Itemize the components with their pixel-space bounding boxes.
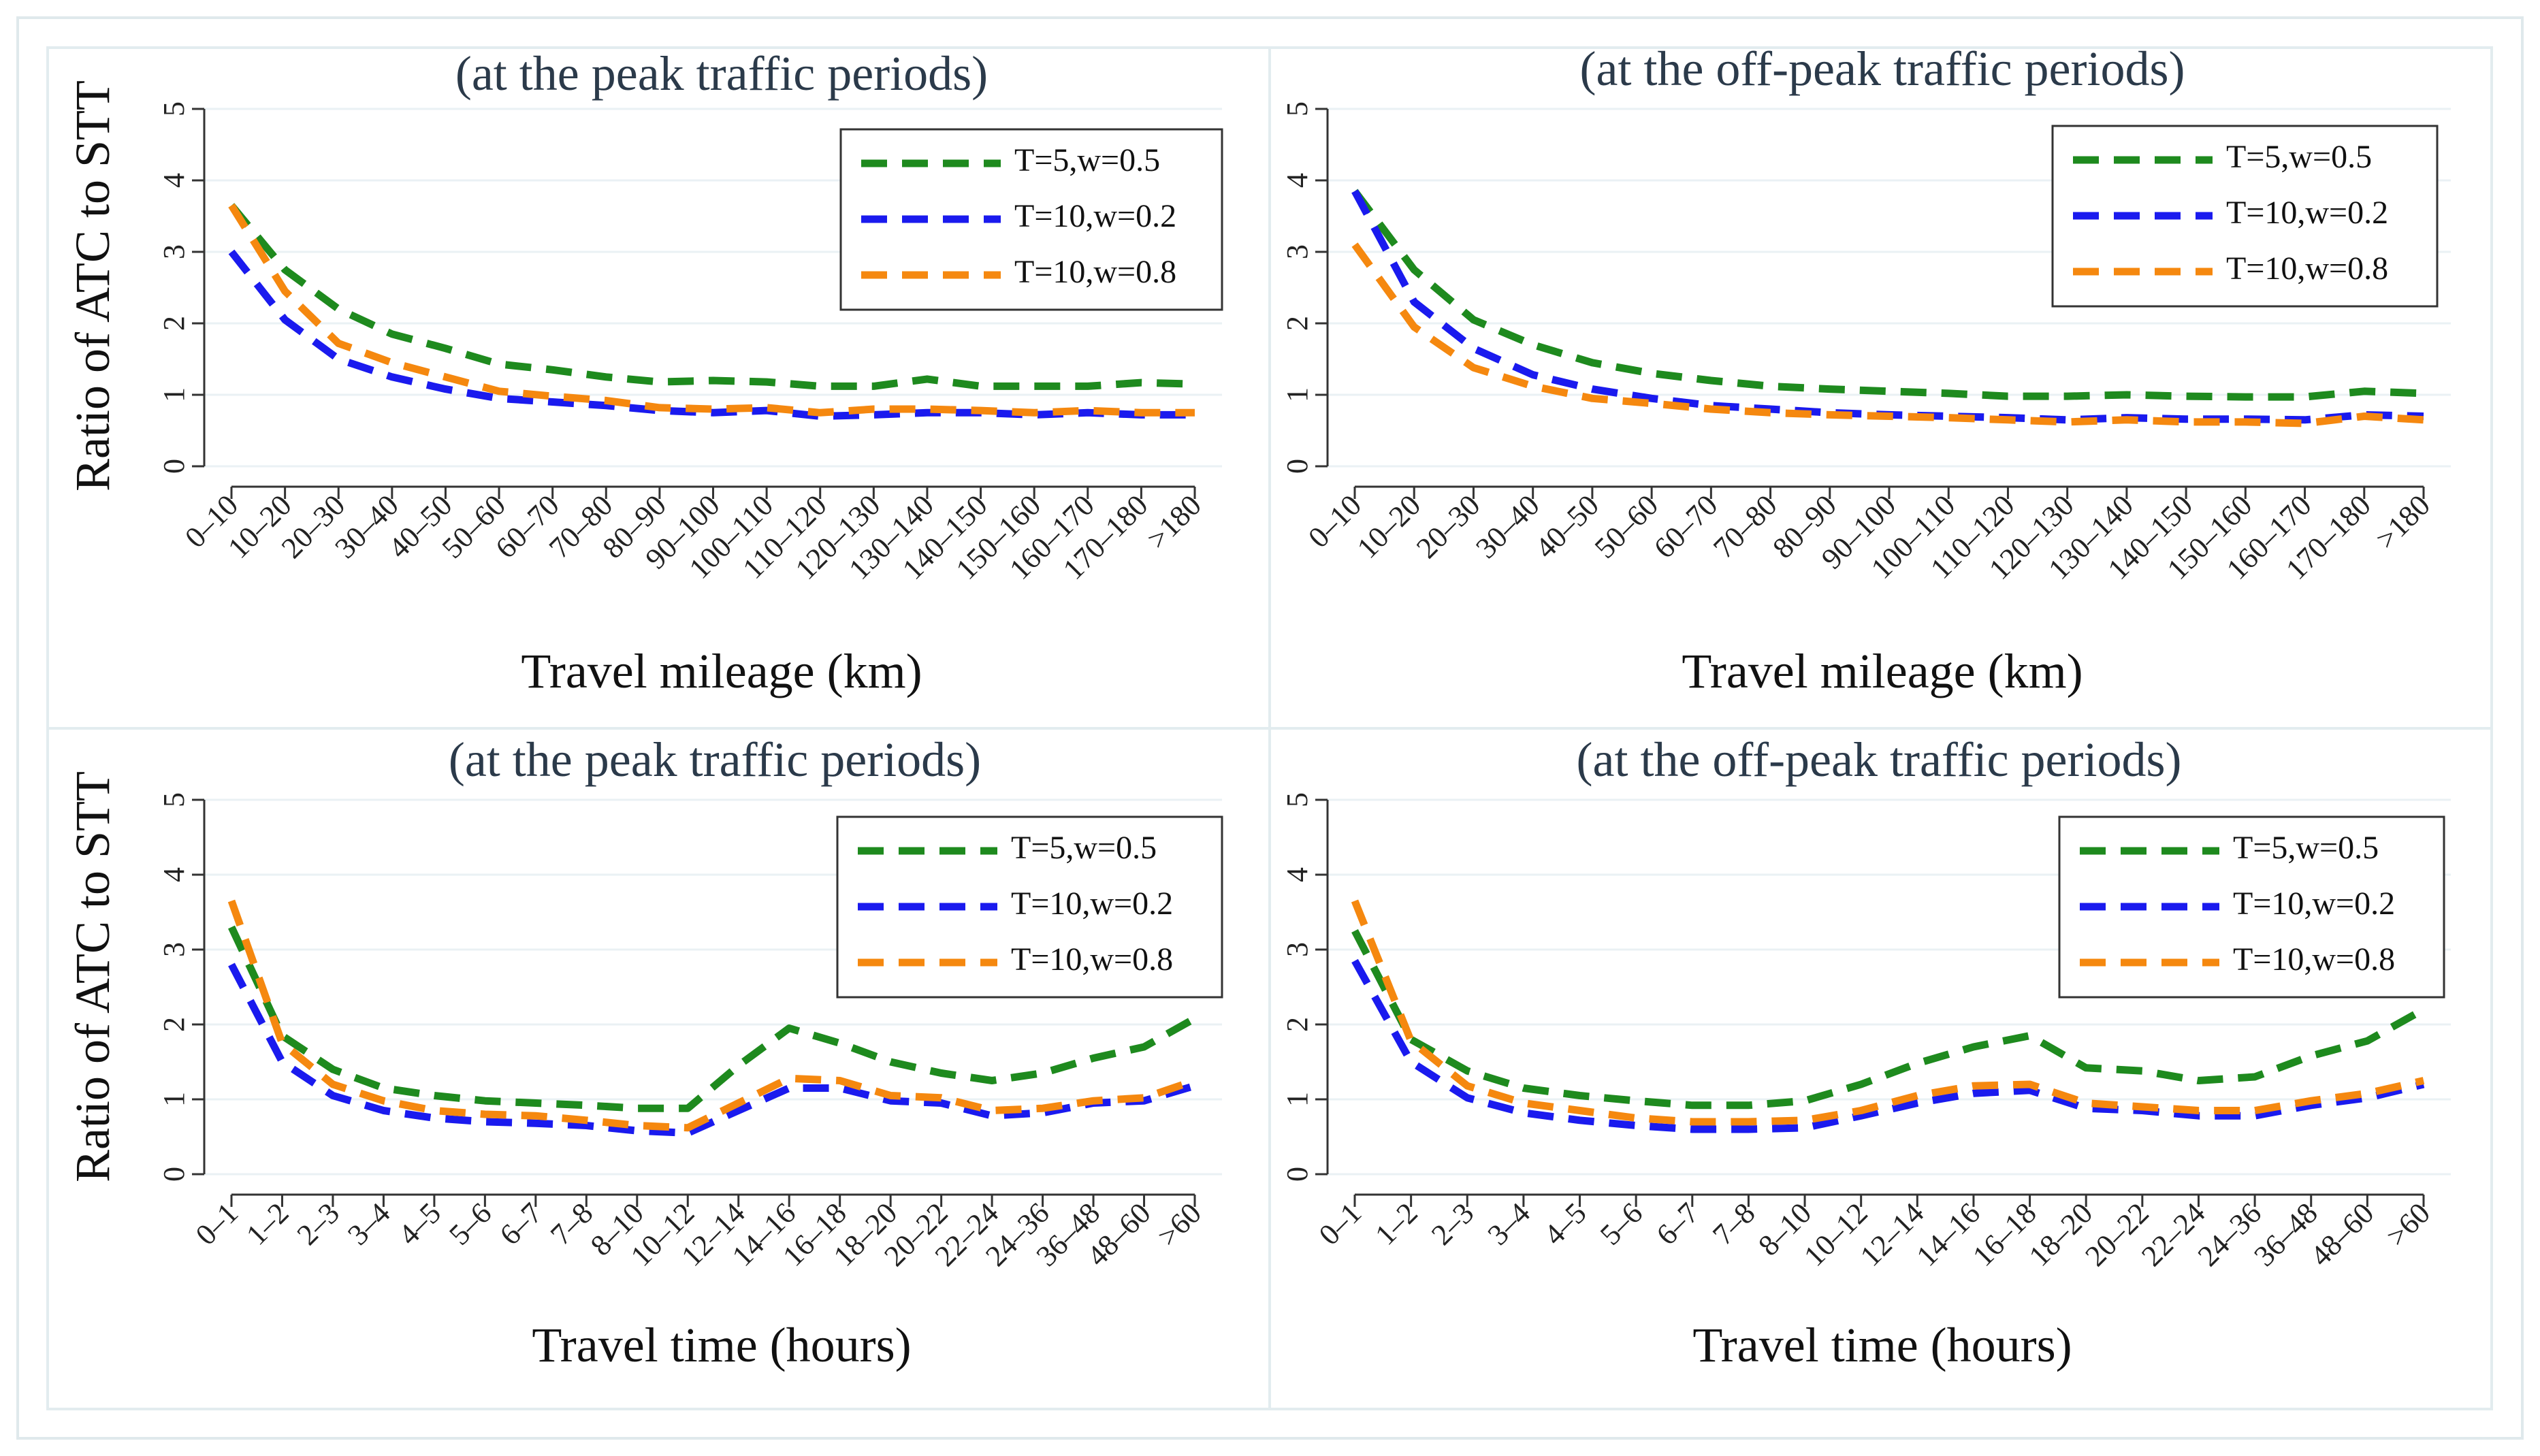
y-tick-label: 4 (1281, 867, 1314, 882)
legend: T=5,w=0.5 T=10,w=0.2 T=10,w=0.8 (2058, 815, 2445, 999)
legend: T=5,w=0.5 T=10,w=0.2 T=10,w=0.8 (2051, 125, 2439, 308)
legend-label-1: T=5,w=0.5 (2233, 830, 2379, 866)
legend-label-2: T=10,w=0.2 (1011, 886, 1173, 922)
series-line-1 (1351, 928, 2426, 1110)
series-line-1 (228, 925, 1197, 1112)
legend-label-1: T=5,w=0.5 (2226, 139, 2372, 175)
legend-label-3: T=10,w=0.8 (1014, 254, 1176, 290)
series-line-2 (1351, 958, 2425, 1133)
y-tick-label: 1 (157, 1092, 191, 1107)
panels: 0123450–1010–2020–3030–4040–5050–6060–70… (46, 42, 2493, 1410)
y-tick-label: 2 (157, 316, 191, 331)
chart-title: (at the off-peak traffic periods) (1577, 732, 2182, 787)
x-axis-title: Travel time (hours) (532, 1318, 911, 1372)
y-tick-label: 3 (157, 942, 191, 957)
y-tick-label: 3 (1281, 244, 1314, 259)
y-tick-label: 5 (157, 792, 191, 807)
y-tick-label: 0 (1281, 459, 1314, 474)
legend-label-3: T=10,w=0.8 (2226, 250, 2388, 287)
y-tick-label: 4 (157, 867, 191, 882)
series-line-1 (228, 203, 1195, 390)
y-tick-label: 1 (1281, 387, 1314, 402)
legend-label-2: T=10,w=0.2 (1014, 198, 1176, 234)
legend-label-1: T=5,w=0.5 (1011, 830, 1157, 866)
x-axis-title: Travel mileage (km) (521, 644, 922, 698)
series-line-1 (1351, 189, 2424, 401)
legend-label-1: T=5,w=0.5 (1014, 142, 1160, 178)
y-tick-label: 4 (1281, 173, 1314, 188)
chart-title: (at the peak traffic periods) (455, 46, 988, 101)
legend-label-3: T=10,w=0.8 (1011, 941, 1173, 977)
chart-title: (at the off-peak traffic periods) (1580, 42, 2185, 96)
y-tick-label: 2 (157, 1017, 191, 1032)
series-line-3 (228, 203, 1195, 417)
series-line-2 (228, 249, 1195, 420)
y-tick-label: 3 (1281, 942, 1314, 957)
x-axis-title: Travel time (hours) (1692, 1318, 2072, 1372)
y-tick-label: 2 (1281, 316, 1314, 331)
y-tick-label: 0 (157, 1167, 191, 1182)
chart-panel-3: 0123450–11–22–33–44–55–66–77–88–1010–121… (46, 727, 1271, 1410)
y-tick-label: 4 (157, 173, 191, 188)
chart-panel-1: 0123450–1010–2020–3030–4040–5050–6060–70… (46, 46, 1271, 730)
legend-label-3: T=10,w=0.8 (2233, 941, 2395, 977)
chart-panel-2: 0123450–1010–2020–3030–4040–5050–6060–70… (1268, 42, 2493, 730)
x-axis-title: Travel mileage (km) (1682, 644, 2083, 698)
y-tick-label: 3 (157, 244, 191, 259)
y-axis-title: Ratio of ATC to STT (65, 80, 120, 491)
y-tick-label: 0 (157, 459, 191, 474)
legend: T=5,w=0.5 T=10,w=0.2 T=10,w=0.8 (839, 128, 1223, 311)
y-tick-label: 5 (157, 101, 191, 116)
y-axis-title: Ratio of ATC to STT (65, 771, 120, 1182)
chart-title: (at the peak traffic periods) (449, 732, 981, 787)
legend-label-2: T=10,w=0.2 (2226, 195, 2388, 231)
legend-label-2: T=10,w=0.2 (2233, 886, 2395, 922)
legend: T=5,w=0.5 T=10,w=0.2 T=10,w=0.8 (836, 815, 1223, 999)
y-tick-label: 1 (157, 387, 191, 402)
series-line-2 (228, 962, 1196, 1137)
series-line-3 (1351, 899, 2425, 1126)
y-tick-label: 5 (1281, 792, 1314, 807)
y-tick-label: 0 (1281, 1167, 1314, 1182)
series-line-3 (1351, 242, 2424, 427)
y-tick-label: 1 (1281, 1092, 1314, 1107)
y-tick-label: 5 (1281, 101, 1314, 116)
y-tick-label: 2 (1281, 1017, 1314, 1032)
